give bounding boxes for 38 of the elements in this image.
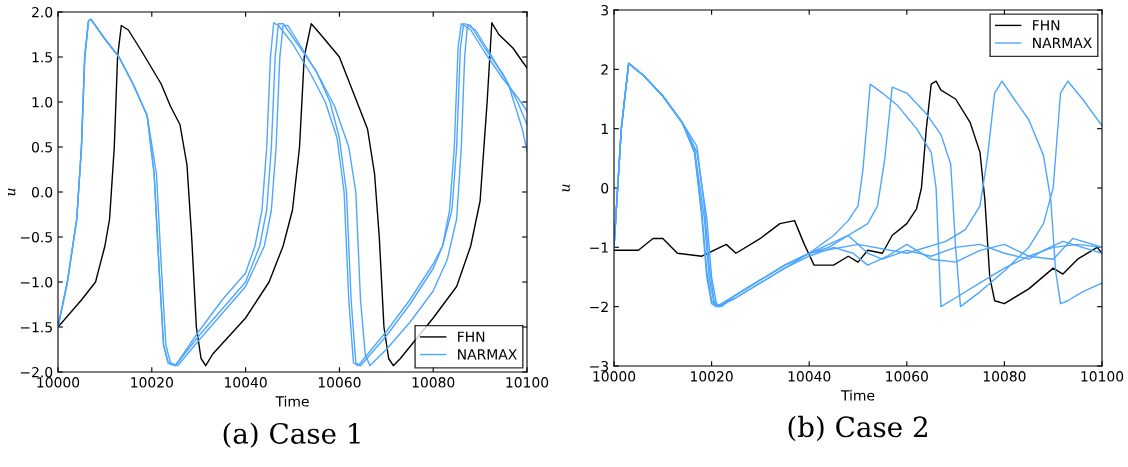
y-tick-label: 3 bbox=[601, 4, 609, 16]
text: (a) Case 1 bbox=[223, 422, 360, 448]
y-tick-label: −0.5 bbox=[20, 231, 52, 243]
x-tick-label: 10060 bbox=[886, 371, 928, 382]
x-tick-label: 10100 bbox=[1081, 371, 1124, 382]
y-axis-title: u bbox=[8, 188, 16, 196]
x-tick-label: 10040 bbox=[225, 377, 267, 388]
x-tick-label: 10000 bbox=[37, 377, 80, 388]
x-tick-label: 10000 bbox=[593, 371, 636, 382]
x-tick-label: 10020 bbox=[131, 377, 173, 388]
y-tick-label: 1 bbox=[601, 123, 608, 134]
y-axis-title: u bbox=[562, 184, 570, 192]
x-tick-label: 10080 bbox=[983, 371, 1026, 382]
y-tick-label: 2.0 bbox=[32, 6, 53, 18]
y-tick-label: 1.5 bbox=[32, 52, 52, 63]
legend-label: FHN bbox=[1033, 20, 1060, 31]
y-tick-label: 1.0 bbox=[32, 96, 53, 108]
legend-label: NARMAX bbox=[1033, 37, 1092, 48]
y-tick-label: 0.5 bbox=[31, 141, 52, 153]
y-tick-label: 0.0 bbox=[31, 186, 53, 198]
legend-label: NARMAX bbox=[458, 349, 517, 360]
y-tick-label: −1 bbox=[590, 242, 608, 253]
x-axis-title: Time bbox=[840, 389, 875, 401]
x-tick-label: 10020 bbox=[691, 371, 733, 382]
y-tick-label: 0 bbox=[601, 182, 609, 194]
x-tick-label: 10060 bbox=[318, 377, 361, 388]
legend-label: FHN bbox=[458, 331, 485, 342]
x-tick-label: 10080 bbox=[412, 377, 455, 388]
y-tick-label: 2 bbox=[601, 64, 608, 75]
x-tick-label: 10100 bbox=[506, 377, 549, 388]
text: (b) Case 2 bbox=[788, 415, 927, 442]
x-tick-label: 10040 bbox=[788, 371, 831, 382]
y-tick-label: −3 bbox=[590, 360, 609, 372]
y-tick-label: −1.5 bbox=[20, 322, 52, 333]
y-tick-label: −1.0 bbox=[20, 276, 53, 288]
y-tick-label: −2 bbox=[590, 301, 608, 312]
y-tick-label: −2.0 bbox=[20, 366, 53, 378]
x-axis-title: Time bbox=[275, 395, 309, 407]
